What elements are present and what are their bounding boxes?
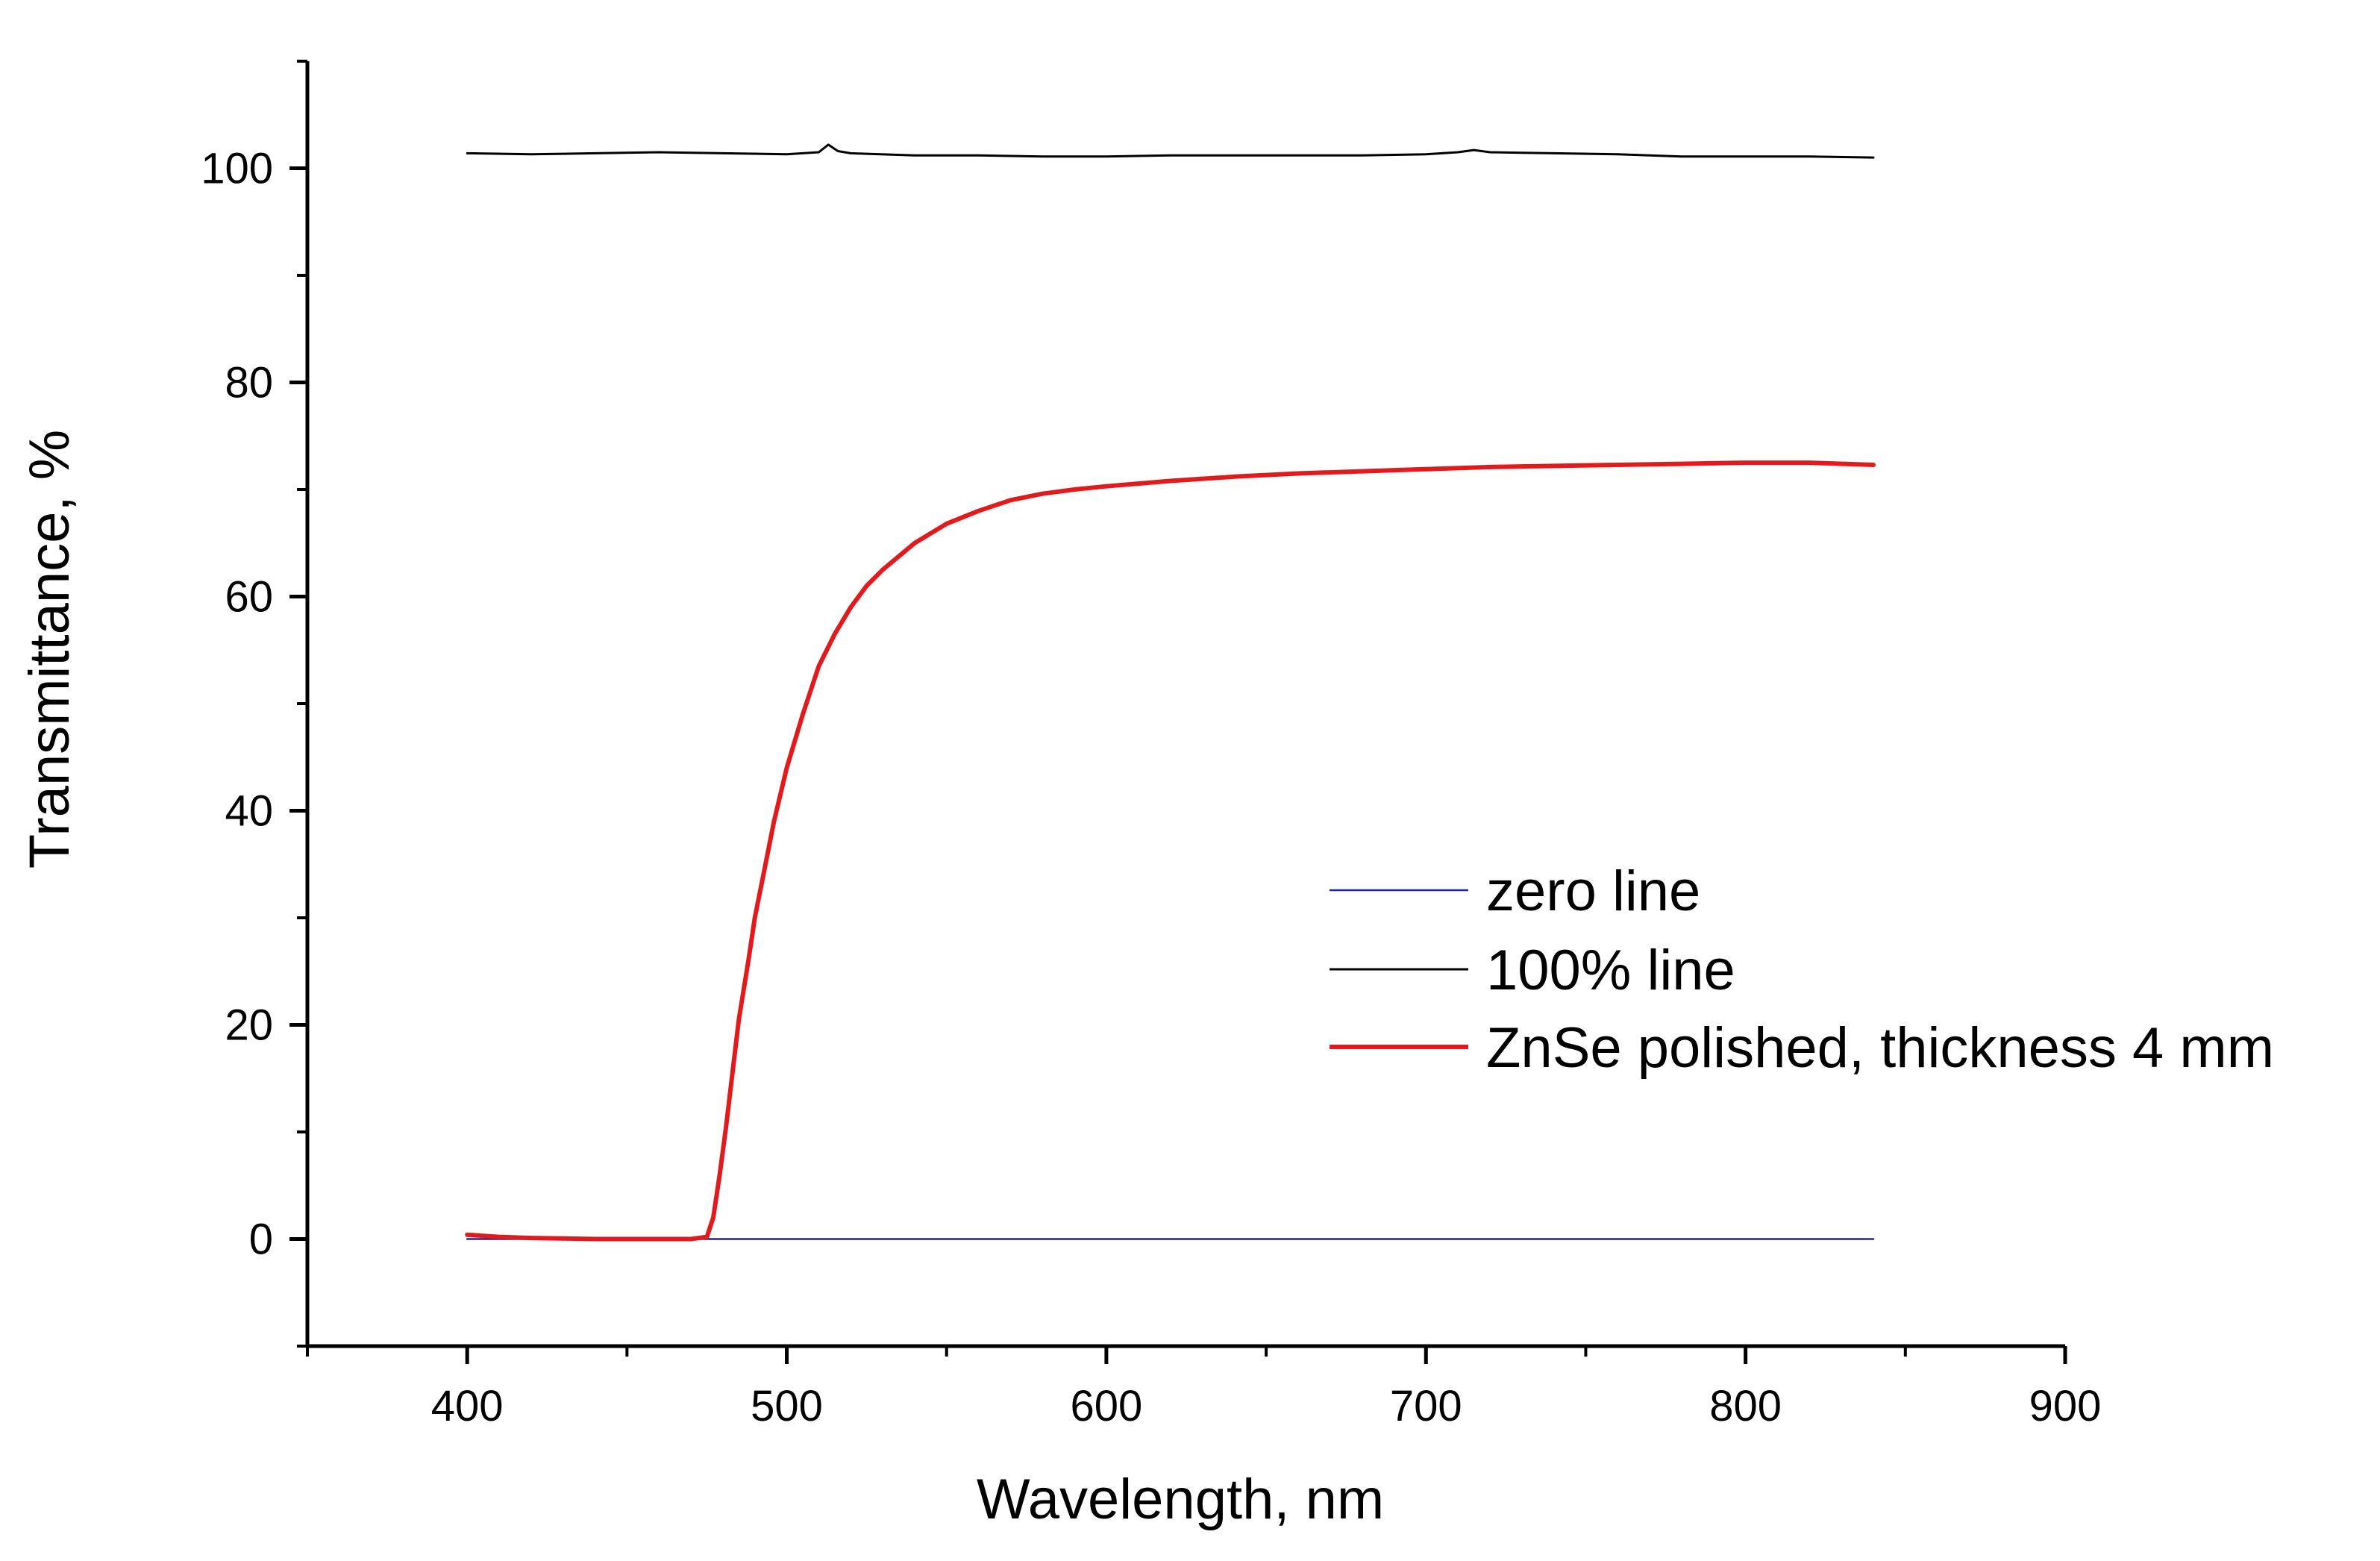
x-tick-label: 700: [1390, 1382, 1462, 1430]
y-tick-label: 20: [225, 1001, 273, 1050]
legend-label: 100% line: [1486, 939, 1735, 1002]
legend: zero line 100% line ZnSe polished, thickne…: [1330, 860, 2274, 1080]
y-tick-label: 60: [225, 573, 273, 622]
series-line-100-line: [466, 143, 1875, 159]
x-tick-label: 800: [1709, 1382, 1782, 1430]
x-tick-label: 500: [751, 1382, 823, 1430]
y-tick-label: 100: [201, 145, 273, 193]
y-tick-label: 0: [249, 1216, 273, 1264]
series-lines: [465, 143, 1876, 1242]
series-line-znse-polished-thickness-4-mm: [465, 460, 1876, 1242]
x-axis-title: Wavelength, nm: [977, 1468, 1384, 1531]
y-tick-label: 80: [225, 359, 273, 407]
axes: 400 500 600 700 800 900 0 20 40 60 80 100: [201, 60, 2102, 1430]
y-axis-title: Transmittance, %: [18, 430, 81, 869]
legend-label: ZnSe polished, thickness 4 mm: [1486, 1016, 2274, 1080]
x-tick-label: 400: [431, 1382, 504, 1430]
x-tick-label: 900: [2029, 1382, 2102, 1430]
legend-label: zero line: [1486, 860, 1700, 923]
y-tick-label: 40: [225, 787, 273, 836]
x-tick-label: 600: [1071, 1382, 1143, 1430]
